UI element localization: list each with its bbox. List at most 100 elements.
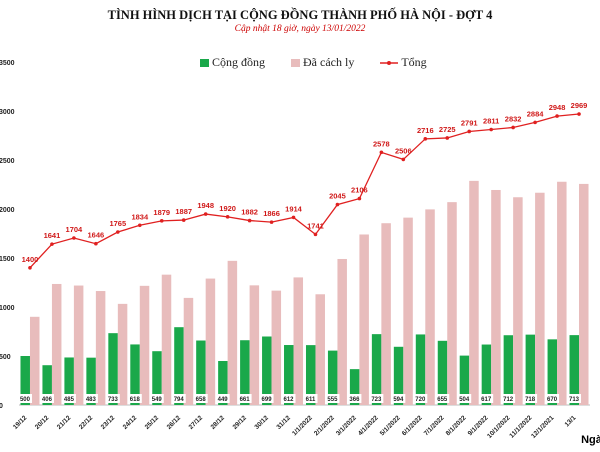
y-tick-label: 2500: [0, 158, 15, 165]
point-tong: [225, 215, 230, 219]
data-label-cong-dong: 733: [108, 397, 119, 403]
x-tick-label: 8/1/2022: [445, 414, 468, 437]
point-tong: [533, 120, 537, 125]
data-label-bg: [567, 394, 582, 403]
data-label-bg: [391, 394, 406, 403]
x-tick-label: 30/12: [254, 414, 271, 431]
data-label-tong: 1866: [263, 209, 280, 218]
bar-da-cach-ly: [227, 260, 238, 405]
data-label-bg: [171, 394, 186, 403]
bar-cong-dong: [284, 345, 294, 405]
data-label-tong: 1765: [109, 219, 126, 228]
data-label-tong: 1400: [22, 255, 39, 264]
y-tick-label: 3500: [0, 60, 15, 67]
bar-da-cach-ly: [469, 180, 479, 405]
x-tick-label: 2/1/2022: [313, 414, 336, 437]
bar-cong-dong: [64, 357, 74, 405]
bar-cong-dong: [174, 327, 184, 405]
point-tong: [116, 230, 120, 234]
x-tick-label: 21/12: [56, 414, 73, 431]
point-tong: [28, 266, 32, 270]
data-label-cong-dong: 794: [174, 397, 185, 403]
data-label-tong: 2106: [351, 186, 368, 195]
bar-da-cach-ly: [579, 183, 589, 405]
data-label-tong: 1914: [285, 204, 303, 213]
bar-da-cach-ly: [425, 209, 435, 405]
point-tong: [181, 218, 186, 222]
x-tick-label: 23/12: [100, 414, 117, 431]
point-tong: [357, 196, 362, 201]
data-label-bg: [523, 394, 538, 403]
data-label-bg: [17, 394, 32, 403]
data-label-bg: [39, 394, 54, 403]
point-tong: [335, 202, 340, 207]
x-tick-label: 13/1: [564, 414, 578, 428]
bar-cong-dong: [503, 335, 514, 405]
data-label-cong-dong: 485: [64, 397, 75, 403]
point-tong: [291, 215, 296, 220]
bar-da-cach-ly: [249, 285, 260, 405]
point-tong: [72, 236, 76, 240]
data-label-tong: 1834: [131, 212, 149, 221]
bar-da-cach-ly: [51, 283, 62, 405]
x-tick-label: 7/1/2022: [423, 414, 446, 437]
data-label-tong: 1948: [197, 201, 214, 210]
bar-cong-dong: [481, 344, 492, 405]
bar-cong-dong: [20, 356, 30, 405]
data-label-cong-dong: 617: [481, 397, 492, 403]
data-label-tong: 2506: [395, 146, 412, 155]
point-tong: [379, 150, 384, 155]
y-tick-label: 0: [0, 403, 3, 410]
data-label-cong-dong: 449: [218, 397, 229, 403]
point-tong: [445, 136, 450, 140]
bar-da-cach-ly: [73, 285, 84, 405]
bar-cong-dong: [459, 355, 470, 405]
data-label-bg: [325, 394, 340, 403]
data-label-cong-dong: 406: [42, 397, 53, 403]
bar-da-cach-ly: [315, 294, 325, 405]
x-axis-label: Ngày: [581, 434, 600, 446]
data-label-tong: 1879: [153, 208, 170, 217]
x-tick-label: 22/12: [78, 414, 95, 431]
x-tick-label: 6/1/2022: [401, 414, 424, 437]
data-label-cong-dong: 549: [152, 397, 163, 403]
point-tong: [94, 241, 98, 246]
legend-label: Đã cách ly: [303, 55, 355, 69]
x-tick-label: 24/12: [122, 414, 139, 431]
bar-da-cach-ly: [205, 278, 216, 405]
x-tick-label: 29/12: [232, 414, 249, 431]
point-tong: [50, 242, 54, 246]
data-label-bg: [237, 394, 252, 403]
data-label-cong-dong: 723: [371, 397, 382, 403]
data-label-cong-dong: 594: [393, 397, 404, 403]
data-label-tong: 1646: [88, 231, 105, 240]
point-tong: [159, 219, 164, 223]
bar-da-cach-ly: [513, 197, 523, 405]
bar-cong-dong: [240, 340, 250, 405]
bar-da-cach-ly: [161, 274, 172, 405]
data-label-bg: [435, 394, 450, 403]
x-tick-label: 31/12: [275, 414, 292, 431]
y-tick-label: 1000: [0, 305, 15, 312]
bar-cong-dong: [569, 335, 580, 405]
x-tick-label: 25/12: [144, 414, 161, 431]
x-tick-label: 10/1/2022: [486, 414, 512, 440]
bar-da-cach-ly: [117, 303, 128, 405]
data-label-bg: [83, 394, 98, 403]
data-label-tong: 2948: [549, 103, 566, 112]
x-tick-label: 27/12: [188, 414, 205, 431]
point-tong: [423, 137, 428, 141]
data-label-tong: 1920: [219, 204, 236, 213]
bar-da-cach-ly: [535, 192, 545, 405]
bar-da-cach-ly: [491, 189, 501, 405]
bar-cong-dong: [547, 339, 558, 405]
data-label-cong-dong: 504: [459, 397, 470, 403]
point-tong: [467, 129, 472, 134]
data-label-cong-dong: 618: [130, 397, 141, 403]
x-tick-label: 19/12: [12, 414, 29, 431]
data-label-tong: 2811: [483, 117, 499, 126]
data-label-bg: [479, 394, 494, 403]
point-tong: [555, 114, 559, 118]
